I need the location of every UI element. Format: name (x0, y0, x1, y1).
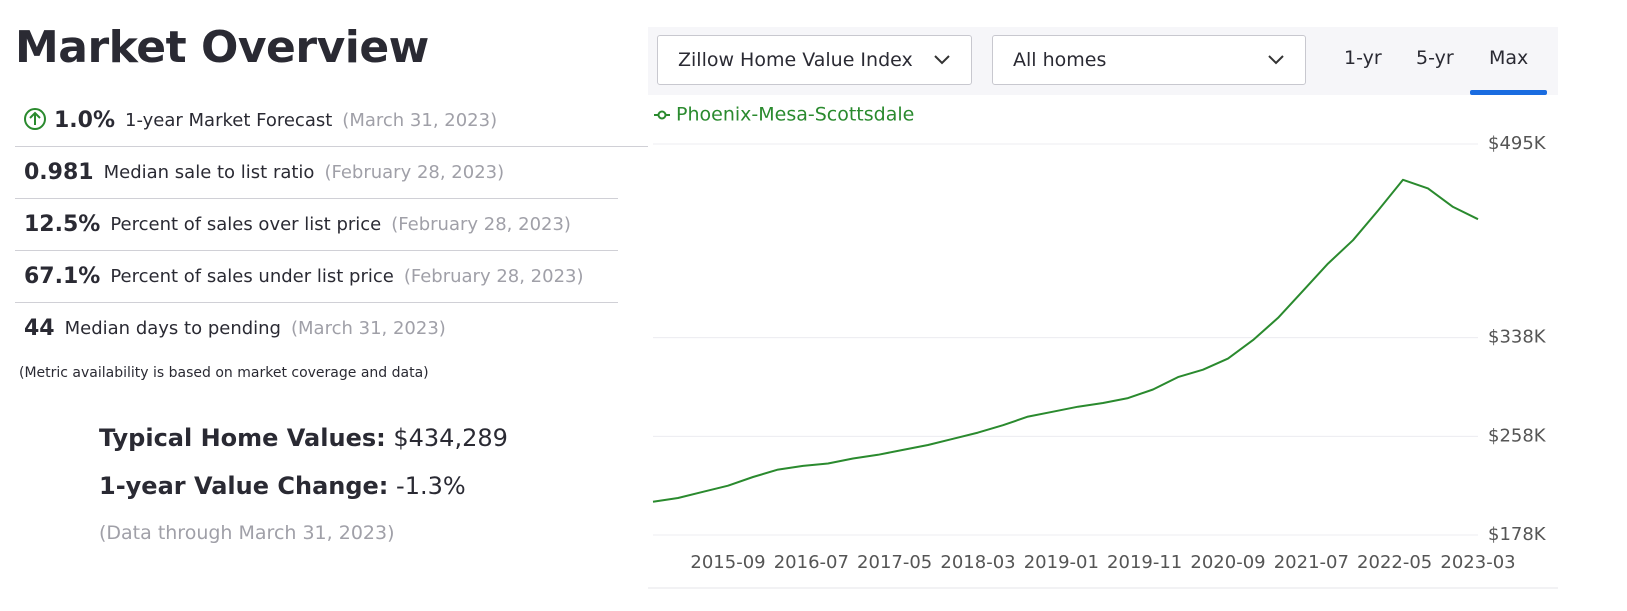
x-tick-label: 2019-01 (1024, 552, 1099, 573)
x-tick-label: 2022-05 (1357, 552, 1432, 573)
metric-label: Median sale to list ratio (103, 161, 315, 183)
metric-value: 44 (24, 315, 55, 341)
metric-label: Percent of sales over list price (110, 213, 382, 235)
metric-row: 44 Median days to pending (March 31, 2023) (15, 302, 618, 354)
metric-label: Percent of sales under list price (110, 265, 394, 287)
metric-row: 67.1% Percent of sales under list price (F… (15, 250, 618, 303)
range-tab[interactable]: 5-yr (1416, 47, 1454, 69)
range-tab[interactable]: Max (1489, 47, 1529, 69)
homes-dropdown[interactable]: All homes (992, 35, 1306, 85)
chevron (1268, 55, 1284, 65)
dropdown-text: All homes (1013, 49, 1107, 71)
metric-date: (March 31, 2023) (342, 109, 498, 131)
metric-value: 12.5% (24, 211, 101, 237)
metric-label: Median days to pending (64, 317, 281, 339)
x-tick-label: 2023-03 (1440, 552, 1515, 573)
note: (Metric availability is based on market … (19, 365, 429, 381)
y-tick-label: $338K (1488, 327, 1547, 348)
x-tick-label: 2015-09 (690, 552, 765, 573)
y-tick-label: $495K (1488, 133, 1547, 154)
page-title: Market Overview (15, 22, 429, 73)
x-tick-label: 2018-03 (940, 552, 1015, 573)
y-tick-label: $258K (1488, 425, 1547, 446)
value: -1.3% (396, 472, 466, 500)
data-through: (Data through March 31, 2023) (99, 522, 395, 544)
line-series (652, 178, 1479, 503)
label: 1-year Value Change: (99, 472, 389, 500)
x-tick-label: 2021-07 (1274, 552, 1349, 573)
range-tab[interactable]: 1-yr (1344, 47, 1382, 69)
label: Typical Home Values: (99, 424, 386, 452)
value-change-row: 1-year Value Change: -1.3% (99, 472, 466, 500)
dropdown-text: Zillow Home Value Index (678, 49, 913, 71)
metric-row: 12.5% Percent of sales over list price (Fe… (15, 198, 618, 251)
x-tick-label: 2017-05 (857, 552, 932, 573)
active-tab-underline (1470, 90, 1547, 95)
metric-date: (February 28, 2023) (391, 213, 571, 235)
metric-row: 1.0% 1-year Market Forecast (March 31, 202… (15, 94, 648, 147)
metric-value: 1.0% (54, 107, 116, 133)
up-arrow-icon (24, 108, 46, 130)
metric-row: 0.981 Median sale to list ratio (February … (15, 146, 618, 199)
x-tick-label: 2020-09 (1190, 552, 1265, 573)
value: $434,289 (393, 424, 508, 452)
metric-date: (February 28, 2023) (403, 265, 584, 287)
x-tick-label: 2019-11 (1107, 552, 1182, 573)
typical-value-row: Typical Home Values: $434,289 (99, 424, 508, 452)
metric-value: 67.1% (24, 263, 101, 289)
legend-label: Phoenix-Mesa-Scottsdale (676, 104, 914, 126)
metric-value: 0.981 (24, 159, 94, 185)
legend-marker-dot (657, 110, 667, 120)
index-dropdown[interactable]: Zillow Home Value Index (657, 35, 972, 85)
metric-label: 1-year Market Forecast (125, 109, 333, 131)
metric-date: (March 31, 2023) (291, 317, 446, 339)
metric-date: (February 28, 2023) (324, 161, 505, 183)
x-tick-label: 2016-07 (774, 552, 849, 573)
chevron (934, 55, 950, 65)
y-tick-label: $178K (1488, 524, 1547, 545)
